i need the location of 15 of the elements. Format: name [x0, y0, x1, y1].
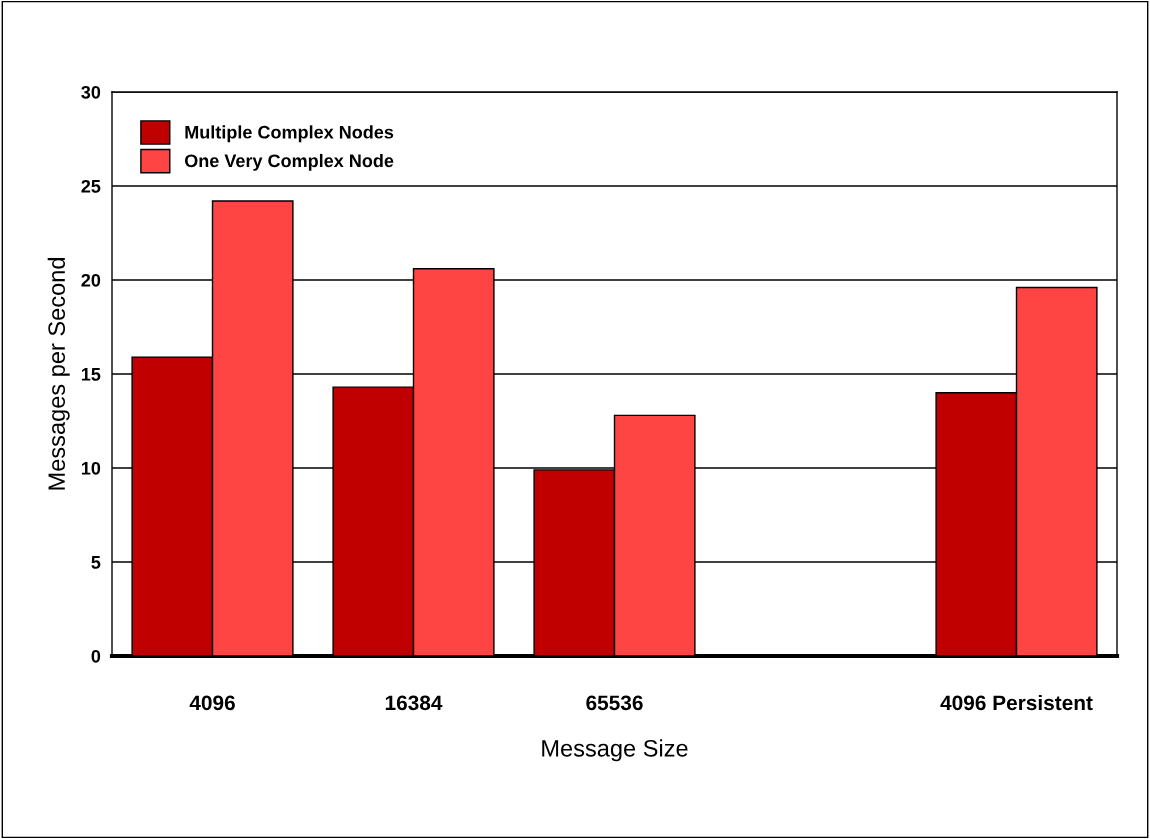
y-tick-label: 10	[81, 461, 101, 475]
y-tick-label: 5	[91, 556, 101, 569]
y-tick-label: 25	[81, 179, 101, 193]
y-axis-title: Messages per Second	[47, 258, 70, 490]
x-tick-label: 16384	[385, 695, 443, 711]
x-tick-label: 4096	[189, 695, 235, 711]
legend-label: Multiple Complex Nodes	[185, 125, 394, 143]
x-tick-label: 4096 Persistent	[940, 694, 1093, 711]
legend-label: One Very Complex Node	[184, 153, 394, 171]
x-tick-label: 65536	[586, 695, 643, 711]
y-tick-label: 30	[81, 85, 101, 99]
y-tick-label: 15	[81, 368, 101, 381]
y-tick-label: 20	[81, 273, 101, 287]
y-tick-label: 0	[91, 649, 101, 663]
x-axis-title: Message Size	[542, 739, 688, 762]
